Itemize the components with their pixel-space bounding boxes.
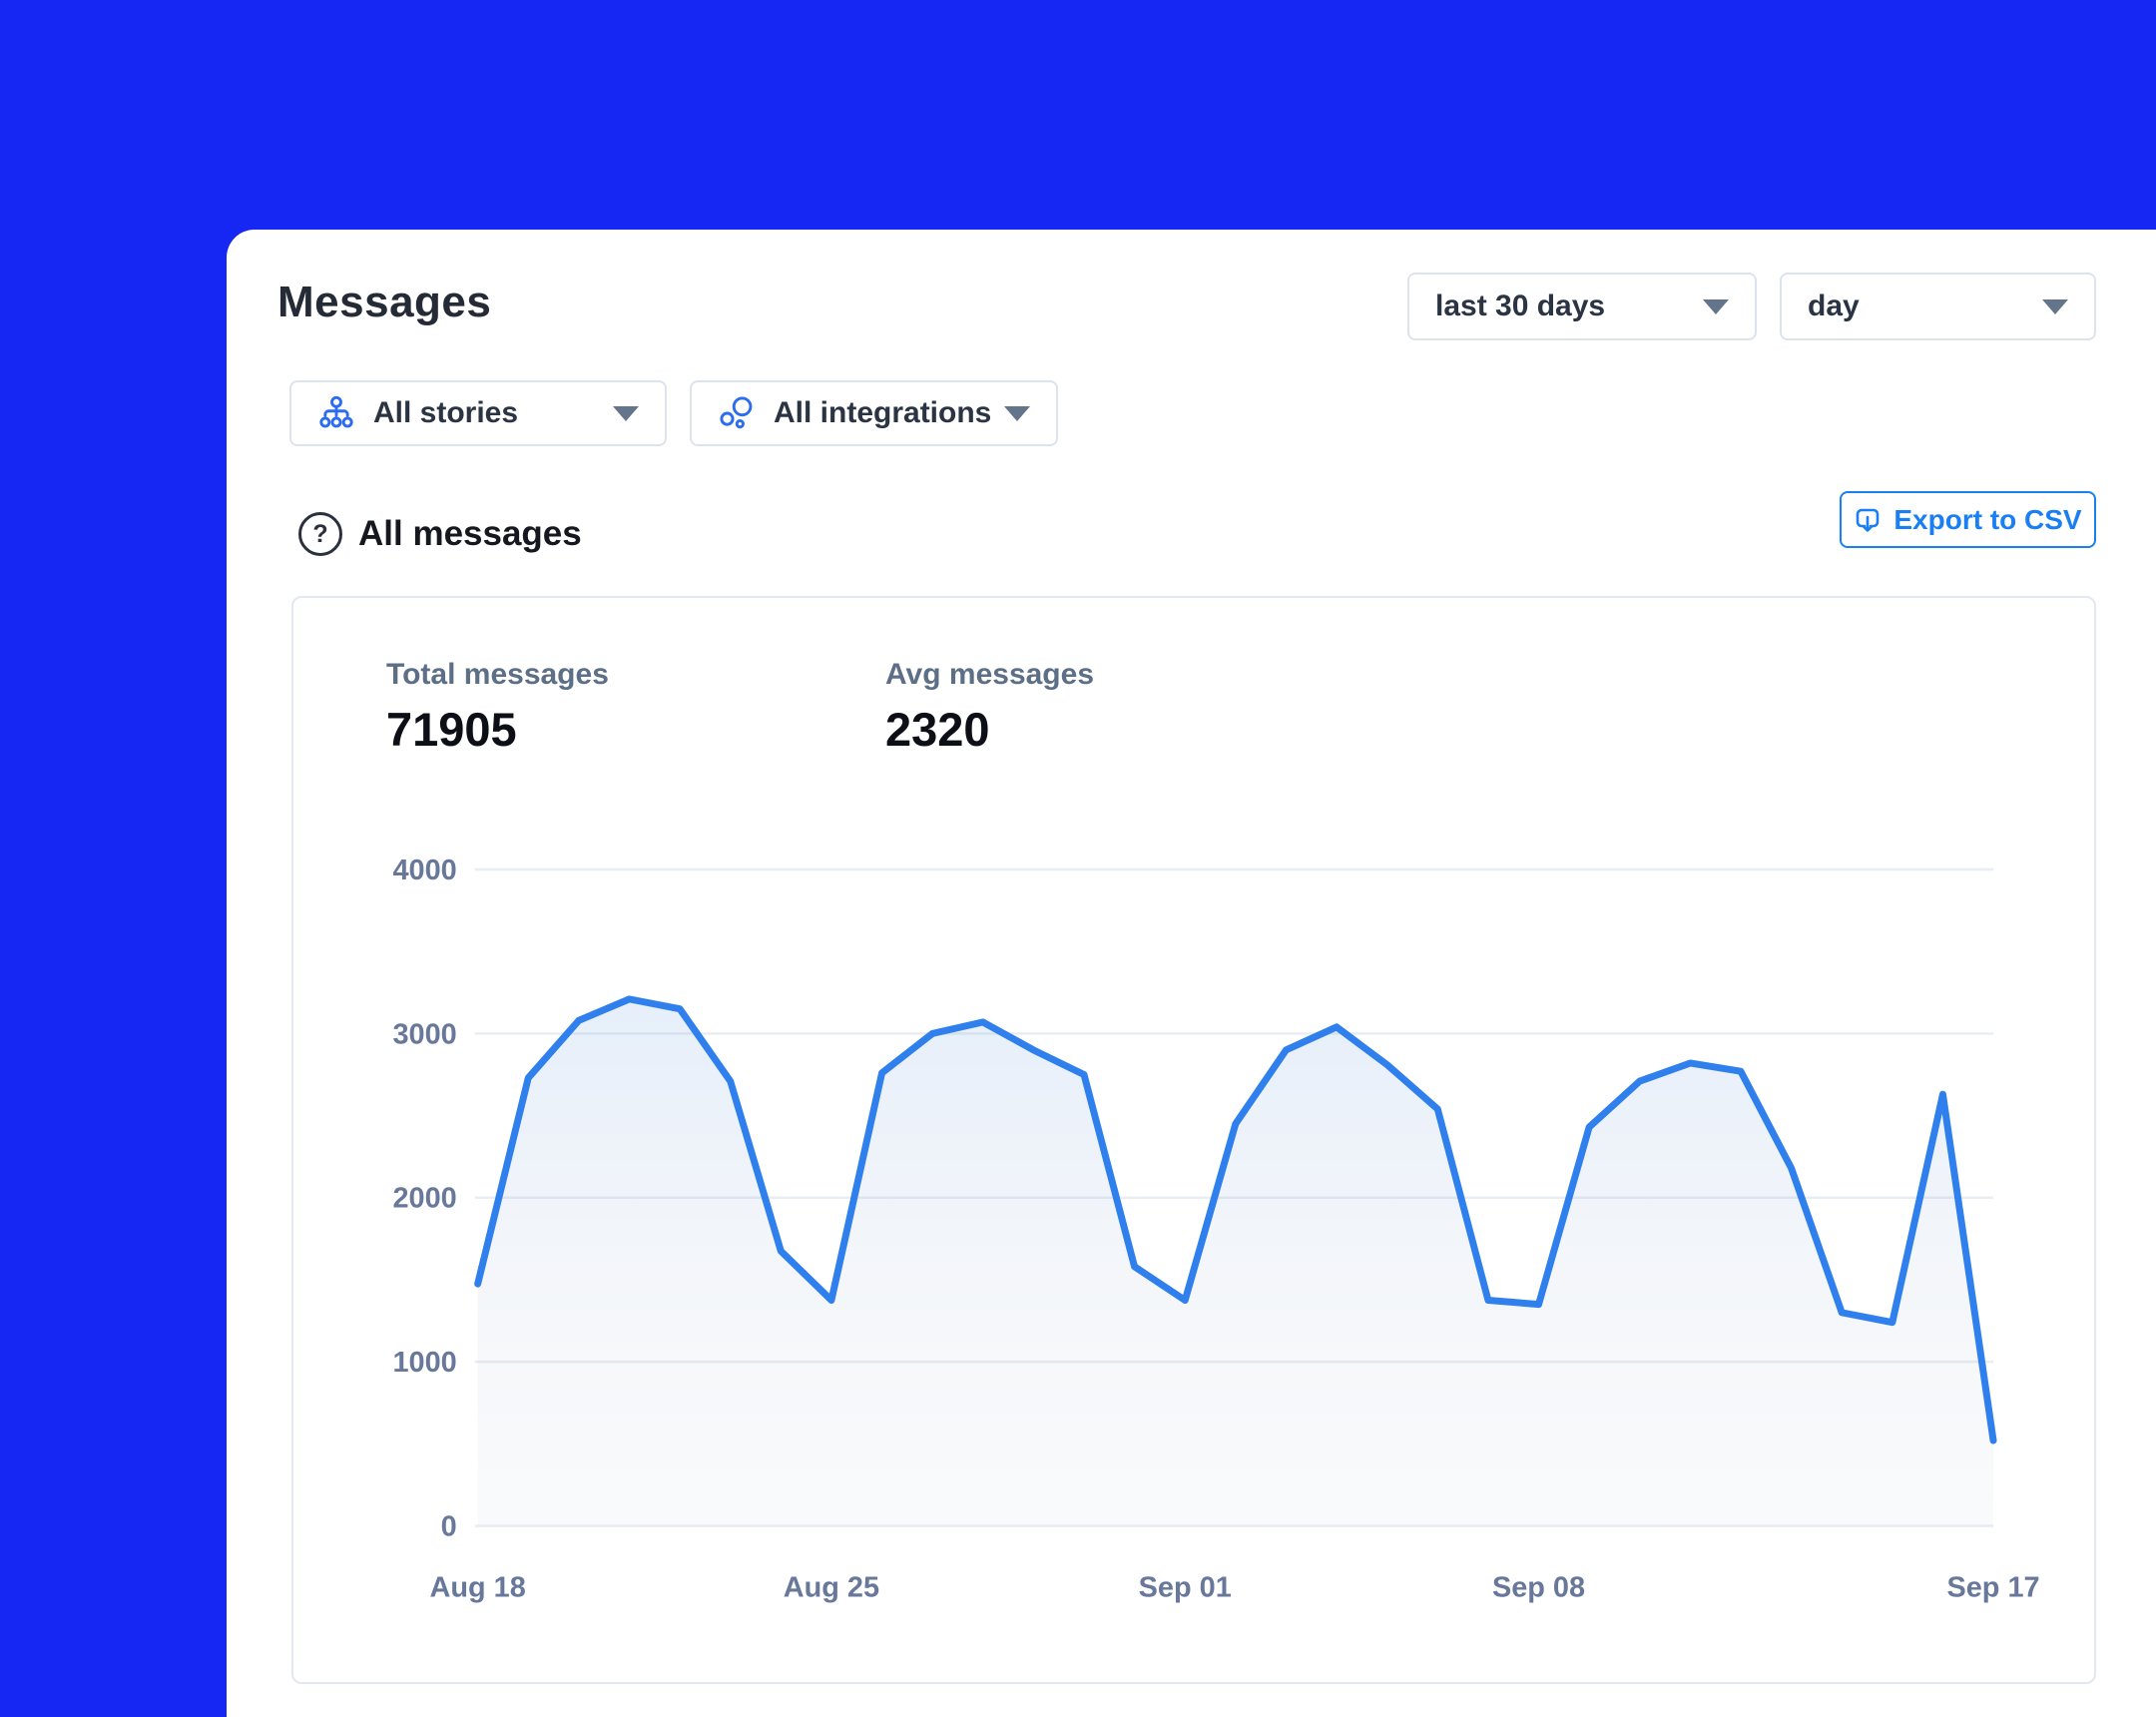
stories-filter-value: All stories bbox=[373, 396, 519, 429]
download-icon bbox=[1857, 508, 1880, 532]
stories-filter-select[interactable]: All stories bbox=[289, 380, 667, 446]
x-axis-label: Aug 18 bbox=[430, 1571, 526, 1603]
x-axis-label: Aug 25 bbox=[784, 1571, 879, 1603]
chevron-down-icon bbox=[2042, 298, 2068, 314]
date-range-value: last 30 days bbox=[1435, 289, 1606, 322]
chart-card: Total messages 71905 Avg messages 2320 0… bbox=[291, 596, 2096, 1684]
area-fill bbox=[477, 998, 1994, 1526]
export-csv-button[interactable]: Export to CSV bbox=[1840, 491, 2096, 548]
stat-label: Avg messages bbox=[885, 658, 1095, 691]
data-line bbox=[474, 995, 1997, 1444]
stat-total-messages: Total messages 71905 bbox=[386, 658, 609, 757]
granularity-select[interactable]: day bbox=[1780, 273, 2096, 340]
stat-avg-messages: Avg messages 2320 bbox=[885, 658, 1094, 757]
y-axis-label: 1000 bbox=[392, 1347, 456, 1379]
stat-value: 71905 bbox=[386, 703, 517, 756]
sitemap-icon bbox=[319, 395, 353, 428]
main-panel: Messages last 30 days day All s bbox=[227, 230, 2156, 1717]
x-axis-label: Sep 01 bbox=[1139, 1571, 1232, 1603]
x-axis-label: Sep 17 bbox=[1946, 1571, 2039, 1603]
integrations-filter-value: All integrations bbox=[774, 396, 992, 429]
stat-label: Total messages bbox=[386, 658, 609, 691]
y-axis-label: 0 bbox=[441, 1511, 457, 1543]
y-axis-label: 3000 bbox=[392, 1018, 456, 1050]
y-axis-label: 2000 bbox=[392, 1183, 456, 1215]
section-header: ? All messages bbox=[298, 512, 582, 556]
integrations-filter-select[interactable]: All integrations bbox=[690, 380, 1058, 446]
date-range-select[interactable]: last 30 days bbox=[1407, 273, 1757, 340]
section-title: All messages bbox=[358, 514, 582, 553]
stat-value: 2320 bbox=[885, 703, 990, 756]
help-glyph: ? bbox=[312, 519, 328, 548]
integrations-bubbles-icon bbox=[720, 396, 753, 429]
chevron-down-icon bbox=[1703, 298, 1729, 314]
page-title: Messages bbox=[277, 278, 492, 326]
chevron-down-icon bbox=[1004, 405, 1030, 421]
granularity-value: day bbox=[1808, 289, 1860, 322]
chevron-down-icon bbox=[613, 405, 639, 421]
x-axis-label: Sep 08 bbox=[1492, 1571, 1585, 1603]
y-axis-label: 4000 bbox=[392, 855, 456, 886]
messages-area-chart: 0 1000 2000 3000 4000 Aug 18 Aug 25 Sep 01 Sep 0… bbox=[392, 855, 2039, 1603]
export-csv-label: Export to CSV bbox=[1893, 503, 2082, 535]
help-icon[interactable]: ? bbox=[298, 512, 342, 556]
